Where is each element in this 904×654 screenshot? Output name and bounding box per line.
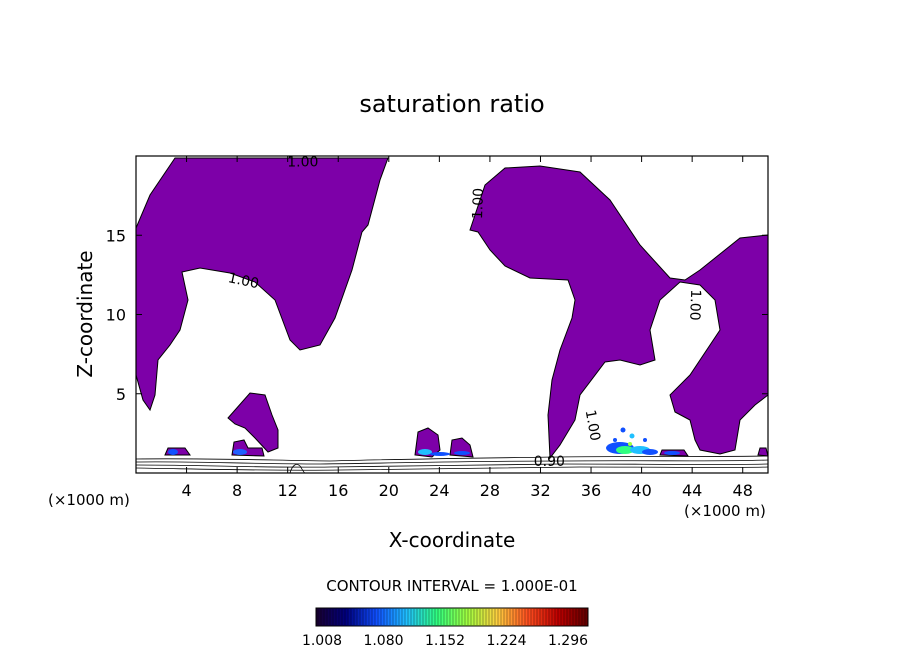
high-saturation-cell	[628, 442, 632, 446]
high-saturation-cell	[430, 452, 450, 456]
x-tick-label: 48	[733, 481, 753, 500]
colorbar-tick-label: 1.224	[486, 633, 526, 649]
high-saturation-cell	[613, 438, 617, 442]
x-tick-label: 16	[328, 481, 348, 500]
y-tick-label: 5	[116, 385, 126, 404]
contour-label: 0.90	[534, 454, 565, 470]
x-unit-label-left: (×1000 m)	[48, 491, 130, 509]
saturated-region	[136, 157, 768, 460]
high-saturation-cell	[454, 451, 470, 455]
contour-label: 1.00	[582, 409, 603, 442]
contour-label: 1.00	[227, 270, 261, 292]
contour-labels: 1.00 1.00 1.00 1.00 1.00 0.90	[227, 154, 704, 470]
colorbar: 1.008 1.080 1.152 1.224 1.296	[302, 607, 589, 649]
x-tick-label: 44	[682, 481, 702, 500]
colorbar-stripes	[317, 609, 586, 625]
colorbar-labels: 1.008 1.080 1.152 1.224 1.296	[302, 633, 588, 649]
y-tick-label: 10	[106, 306, 126, 325]
colorbar-tick-label: 1.008	[302, 633, 342, 649]
x-unit-label-right: (×1000 m)	[684, 502, 766, 520]
colorbar-tick-label: 1.080	[363, 633, 403, 649]
contour-line	[136, 463, 768, 468]
high-saturation-cell	[616, 446, 634, 454]
high-saturation-cell	[168, 449, 178, 455]
x-axis: 4 8 12 16 20 24 28 32 36 40 44 48	[181, 156, 753, 500]
saturated-region-left	[136, 157, 389, 412]
high-saturation-cell	[642, 449, 658, 455]
high-saturation-cell	[418, 449, 432, 455]
x-tick-label: 28	[480, 481, 500, 500]
saturated-blob	[757, 447, 768, 457]
contour-label: 1.00	[287, 154, 318, 170]
saturated-region-right	[469, 165, 768, 460]
surface-contour-lines	[136, 455, 768, 473]
y-axis: 5 10 15	[106, 226, 768, 404]
chart-title: saturation ratio	[359, 90, 544, 118]
y-tick-label: 15	[106, 226, 126, 245]
x-tick-label: 24	[429, 481, 449, 500]
high-saturation-cell	[233, 449, 247, 455]
colorbar-tick-label: 1.152	[425, 633, 465, 649]
x-axis-label: X-coordinate	[389, 528, 516, 552]
high-saturation-cell	[664, 451, 680, 455]
x-tick-label: 40	[631, 481, 651, 500]
x-tick-label: 32	[530, 481, 550, 500]
x-tick-label: 8	[232, 481, 242, 500]
high-saturation-cell	[643, 438, 647, 442]
contour-line	[289, 464, 306, 473]
contour-interval-text: CONTOUR INTERVAL = 1.000E-01	[326, 577, 577, 595]
contour-label: 1.00	[470, 188, 487, 220]
colorbar-tick-label: 1.296	[548, 633, 588, 649]
x-tick-label: 12	[278, 481, 298, 500]
saturated-blob	[227, 392, 279, 453]
x-tick-label: 4	[181, 481, 191, 500]
x-tick-label: 36	[581, 481, 601, 500]
contour-line	[136, 459, 768, 465]
contour-line	[136, 466, 768, 471]
contour-label: 1.00	[686, 289, 703, 321]
high-saturation-cell	[620, 427, 626, 433]
high-saturation-cells	[168, 427, 680, 456]
y-axis-label: Z-coordinate	[73, 250, 97, 377]
high-saturation-cell	[629, 433, 635, 439]
contour-line	[136, 455, 768, 462]
x-tick-label: 20	[379, 481, 399, 500]
